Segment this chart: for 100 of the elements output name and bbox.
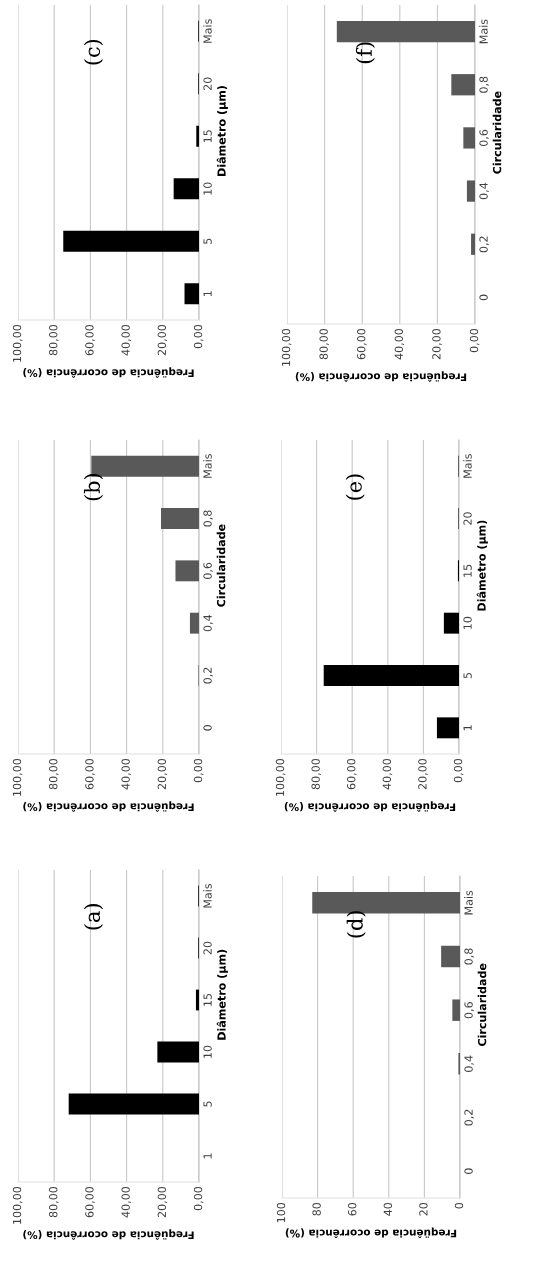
x-tick-label: 100,00 (12, 758, 23, 796)
text: (c) (83, 39, 104, 65)
x-tick-label: 0,00 (469, 328, 480, 353)
x-axis-title: Freqüência de ocorrência (%) (23, 1229, 194, 1240)
bar (184, 283, 199, 305)
x-tick-label: 40 (383, 1202, 393, 1216)
bar (466, 180, 475, 202)
x-tick-label: 0,00 (453, 758, 464, 783)
y-tick-label: 1 (463, 725, 472, 731)
y-axis-title: Diâmetro (µm) (476, 520, 488, 611)
x-tick-label: 0 (454, 1202, 464, 1209)
bar (323, 665, 459, 686)
x-tick-label: 20,00 (157, 758, 168, 790)
x-tick-label: 40,00 (121, 758, 131, 790)
x-tick-label: 100,00 (12, 324, 23, 362)
y-tick-label: Mais (203, 883, 212, 908)
x-tick-label: 0,00 (193, 758, 204, 783)
bar (196, 125, 199, 147)
y-axis-title: Circularidade (477, 963, 487, 1046)
y-tick-label: 0,8 (464, 948, 474, 965)
y-tick-label: 1 (203, 291, 212, 297)
y-axis-title: Diâmetro (µm) (216, 86, 228, 176)
y-tick-label: 0 (464, 1168, 473, 1174)
y-tick-label: 0,2 (464, 1109, 474, 1126)
bar (68, 1093, 199, 1115)
y-axis-title: Circularidade (492, 91, 502, 174)
y-tick-label: 0 (479, 294, 488, 301)
text: (b) (83, 473, 104, 501)
bar (175, 560, 199, 582)
x-axis-title: Freqüência de ocorrência (%) (284, 801, 456, 812)
y-tick-label: Mais (464, 890, 473, 915)
x-tick-label: 0,00 (193, 324, 204, 349)
y-tick-label: 0,4 (479, 182, 489, 200)
y-axis-title: Circularidade (216, 524, 226, 607)
x-tick-label: 80,00 (49, 758, 59, 790)
y-tick-label: 10 (203, 1045, 212, 1058)
y-tick-label: 10 (203, 182, 212, 195)
y-tick-label: 20 (203, 77, 212, 91)
bar (441, 945, 460, 968)
y-tick-label: Mais (203, 19, 212, 43)
y-tick-label: 0,4 (464, 1055, 474, 1072)
y-tick-label: 20 (463, 512, 472, 525)
y-tick-label: 0,8 (479, 76, 489, 93)
text: (a) (83, 904, 104, 930)
x-tick-label: 20 (419, 1202, 428, 1216)
y-tick-label: 15 (203, 130, 212, 143)
x-tick-label: 80,00 (319, 328, 329, 360)
y-tick-label: 5 (463, 672, 472, 679)
bar (173, 178, 199, 200)
y-tick-label: 0,6 (203, 562, 213, 579)
y-tick-label: 0,2 (203, 667, 213, 684)
x-axis-title: Freqüência de ocorrência (%) (23, 801, 194, 812)
x-tick-label: 40,00 (121, 1186, 131, 1218)
bar (463, 127, 475, 149)
bar (336, 20, 475, 43)
y-tick-label: 5 (203, 1101, 212, 1107)
x-axis-title: Freqüência de ocorrência (%) (295, 371, 467, 382)
y-tick-label: 0,8 (203, 510, 213, 527)
text: (d) (346, 911, 366, 938)
x-tick-label: 40,00 (394, 328, 405, 360)
x-tick-label: 80 (312, 1202, 321, 1216)
x-tick-label: 60,00 (357, 328, 367, 360)
x-axis-title: Freqüência de ocorrência (%) (23, 367, 194, 378)
x-tick-label: 60,00 (85, 758, 95, 790)
y-tick-label: 0,4 (203, 614, 213, 632)
y-tick-label: 0,6 (479, 129, 489, 147)
x-tick-label: 20,00 (157, 324, 168, 356)
x-tick-label: 0,00 (193, 1186, 204, 1211)
x-tick-label: 60 (348, 1202, 357, 1216)
y-tick-label: 15 (463, 564, 472, 577)
x-tick-label: 20,00 (157, 1186, 168, 1218)
bar (436, 717, 459, 739)
x-tick-label: 20,00 (418, 758, 428, 790)
bar (189, 612, 199, 634)
x-tick-label: 40,00 (121, 324, 131, 356)
y-axis-title: Diâmetro (µm) (216, 949, 228, 1040)
y-tick-label: Mais (463, 454, 472, 478)
x-tick-label: 60,00 (85, 1186, 95, 1218)
bar (195, 989, 199, 1011)
x-tick-label: 40,00 (382, 758, 393, 790)
y-tick-label: Mais (203, 454, 212, 478)
x-tick-label: 100,00 (281, 328, 292, 366)
y-tick-label: 0 (203, 725, 212, 731)
bar (471, 233, 475, 255)
x-tick-label: 100 (276, 1202, 286, 1223)
y-tick-label: 5 (203, 238, 212, 244)
x-tick-label: 100,00 (12, 1186, 23, 1224)
y-tick-label: 10 (463, 616, 472, 630)
bar (451, 74, 475, 96)
x-tick-label: 20,00 (432, 328, 442, 360)
bar (157, 1041, 199, 1063)
y-tick-label: 15 (203, 993, 212, 1006)
x-tick-label: 80,00 (311, 758, 321, 790)
x-tick-label: 80,00 (49, 1186, 59, 1218)
bar (160, 508, 199, 529)
y-tick-label: 1 (203, 1153, 212, 1159)
bar (443, 612, 459, 634)
text: (f) (355, 42, 375, 64)
x-tick-label: 60,00 (347, 758, 357, 790)
x-tick-label: 60,00 (85, 324, 95, 356)
